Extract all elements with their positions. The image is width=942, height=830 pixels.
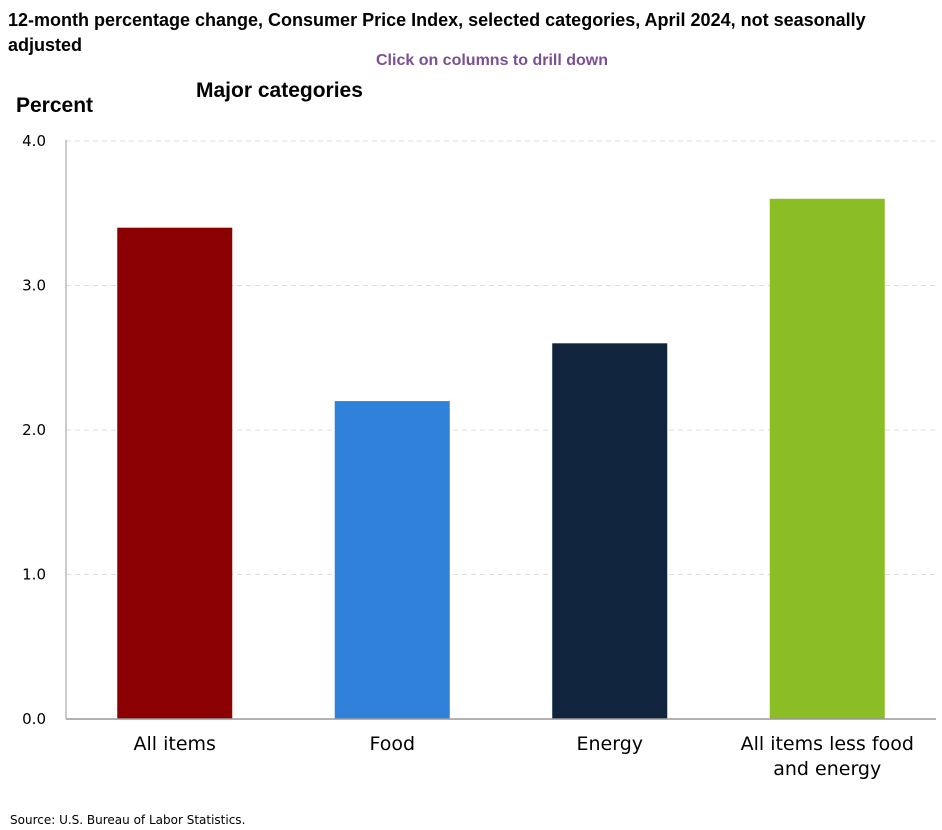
bar-chart: Major categories Percent 0.0 1.0 2.0 3.0 4.0… <box>16 79 936 780</box>
source-note: Source: U.S. Bureau of Labor Statistics. <box>10 813 246 827</box>
bars <box>117 198 885 720</box>
bar-all-items[interactable] <box>117 227 233 719</box>
x-tick-label: Energy <box>576 733 643 755</box>
y-tick-label: 2.0 <box>22 421 46 439</box>
y-tick-label: 3.0 <box>22 277 46 295</box>
x-tick-label-line: Energy <box>576 733 643 755</box>
x-axis-labels: All items Food Energy All items less food an… <box>134 733 914 780</box>
y-axis-ticks: 0.0 1.0 2.0 3.0 4.0 <box>22 132 46 728</box>
drill-down-hint[interactable]: Click on columns to drill down <box>376 52 609 69</box>
y-tick-label: 0.0 <box>22 710 46 728</box>
x-tick-label: All items less food and energy <box>741 733 914 780</box>
x-tick-label-line: Food <box>369 733 415 755</box>
y-axis-label: Percent <box>16 94 93 117</box>
chart-title: Major categories <box>196 79 363 102</box>
y-tick-label: 4.0 <box>22 132 46 150</box>
x-tick-label: All items <box>134 733 216 755</box>
x-tick-label-line: All items <box>134 733 216 755</box>
x-tick-label: Food <box>369 733 415 755</box>
bar-food[interactable] <box>334 401 450 719</box>
bar-all-items-less-food-and-energy[interactable] <box>769 198 885 720</box>
bar-energy[interactable] <box>552 343 668 719</box>
page-title: 12-month percentage change, Consumer Pri… <box>8 10 866 55</box>
x-tick-label-line: All items less food <box>741 733 914 755</box>
x-tick-label-line: and energy <box>773 758 881 780</box>
y-tick-label: 1.0 <box>22 566 46 584</box>
